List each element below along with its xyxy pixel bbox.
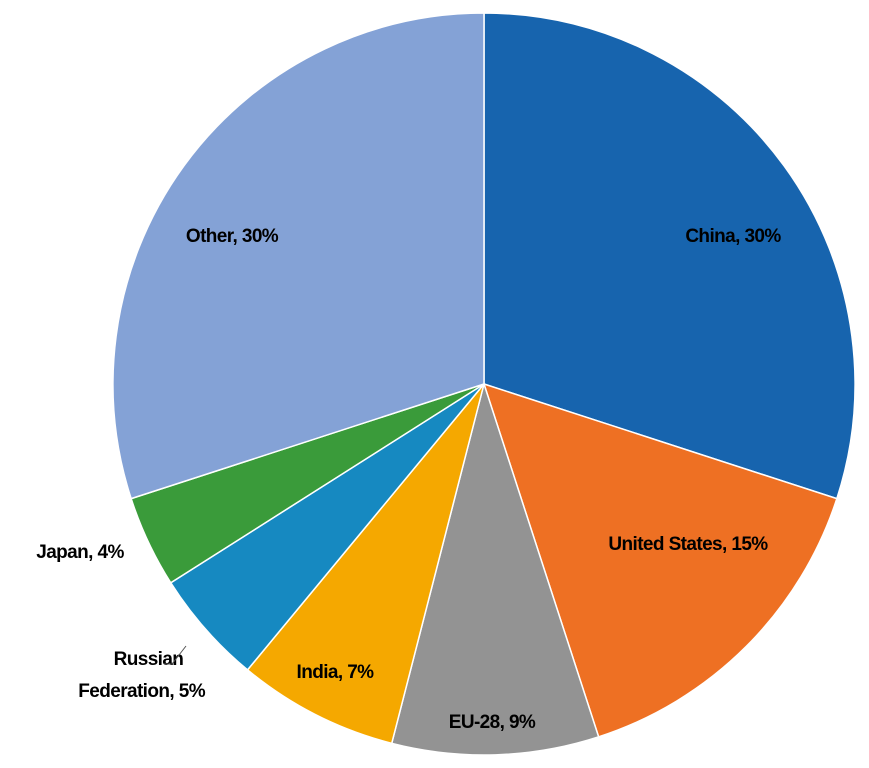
pie	[112, 12, 856, 756]
leader-line	[164, 645, 187, 665]
pie-slice	[390, 381, 600, 756]
data-label: United States, 15%	[608, 534, 768, 555]
data-label-line: Federation, 5%	[78, 681, 205, 702]
pie-slice	[482, 382, 838, 738]
pie-slice	[246, 383, 485, 745]
data-label: EU-28, 9%	[449, 712, 536, 733]
data-labels: China, 30% United States, 15% EU-28, 9% Ind…	[36, 226, 782, 733]
data-label: Japan, 4%	[36, 542, 124, 563]
data-label-line: Russian	[114, 649, 188, 670]
data-label: India, 7%	[297, 662, 375, 683]
pie-slice	[112, 12, 485, 500]
pie-slice	[483, 12, 856, 500]
data-label: Russian Federation, 5%	[78, 649, 205, 702]
data-label: China, 30%	[685, 226, 781, 247]
data-label: Other, 30%	[186, 226, 279, 247]
